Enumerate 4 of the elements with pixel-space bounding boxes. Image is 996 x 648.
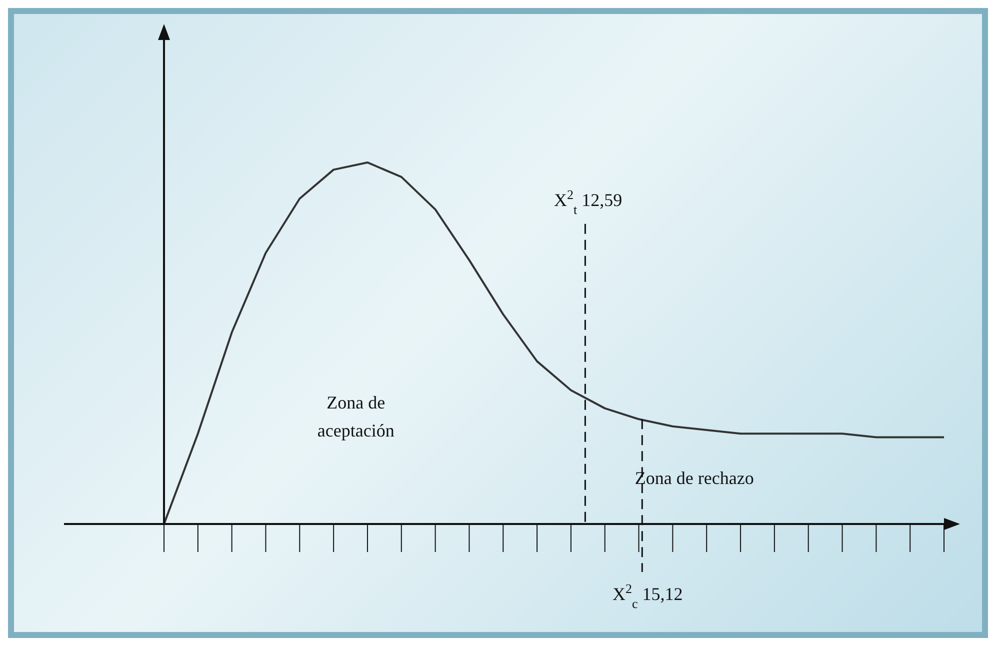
annotation: Zona de rechazo — [634, 468, 754, 488]
annotation: X$^{2}$$_{t}$ 12,59 — [554, 186, 622, 216]
annotation: Zona de aceptación — [317, 392, 394, 440]
text: X$^{2}$$_{c}$ 15,12 — [612, 580, 683, 610]
